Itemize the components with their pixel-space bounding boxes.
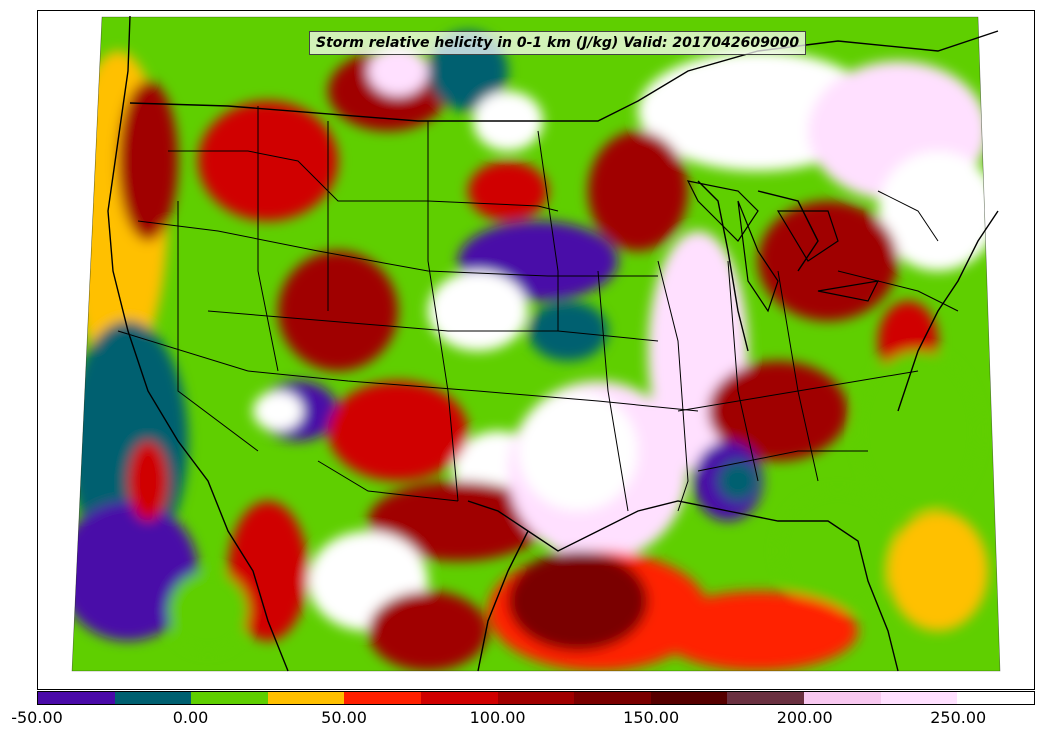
colorbar-segment — [650, 692, 728, 704]
colorbar-tick-label: -50.00 — [11, 708, 63, 727]
colorbar-tick-label: 0.00 — [172, 708, 209, 727]
colorbar-tick-label: 150.00 — [623, 708, 680, 727]
map-frame: Storm relative helicity in 0-1 km (J/kg)… — [37, 10, 1035, 690]
colorbar-segment — [344, 692, 422, 704]
colorbar-tick-label: 200.00 — [776, 708, 833, 727]
colorbar-segment — [38, 692, 115, 704]
colorbar-segment — [114, 692, 192, 704]
colorbar-segment — [267, 692, 345, 704]
colorbar-segment — [574, 692, 651, 704]
helicity-map — [71, 15, 1001, 672]
map-title: Storm relative helicity in 0-1 km (J/kg)… — [309, 31, 807, 55]
colorbar-segment — [880, 692, 958, 704]
colorbar-segment — [957, 692, 1034, 704]
colorbar-segment — [421, 692, 498, 704]
colorbar — [37, 691, 1035, 705]
colorbar-tick-label: 250.00 — [930, 708, 987, 727]
coastlines — [107, 15, 999, 672]
colorbar-segment — [497, 692, 575, 704]
helicity-field — [72, 17, 1000, 671]
colorbar-segment — [191, 692, 268, 704]
state-borders — [117, 106, 959, 512]
colorbar-tick-label: 50.00 — [321, 708, 367, 727]
domain-outline — [71, 16, 1001, 672]
colorbar-ticks: -50.00 0.00 50.00 100.00 150.00 200.00 250.00 — [0, 708, 1044, 734]
colorbar-segment — [804, 692, 881, 704]
colorbar-segment — [727, 692, 805, 704]
great-lakes — [686, 180, 880, 313]
colorbar-tick-label: 100.00 — [469, 708, 526, 727]
